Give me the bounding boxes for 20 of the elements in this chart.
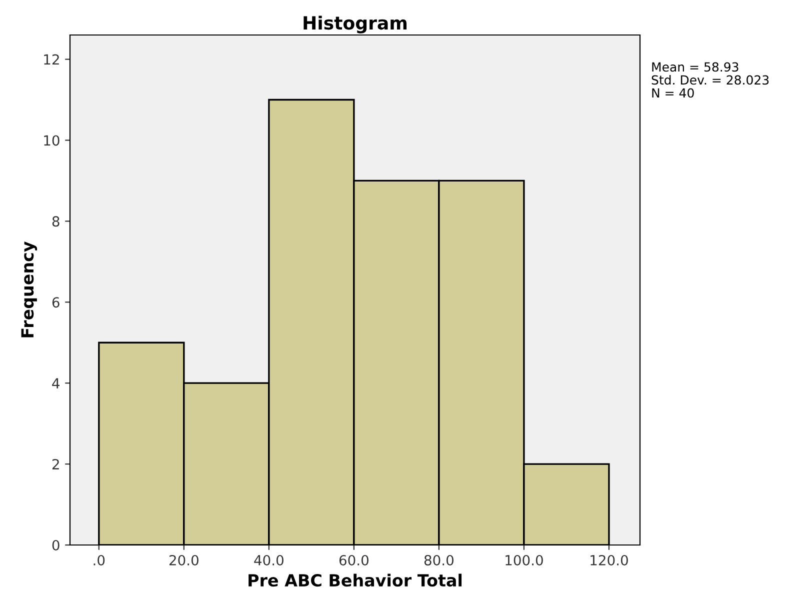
y-tick-label: 0 xyxy=(52,540,60,550)
x-tick-label: 80.0 xyxy=(424,554,454,566)
text: N = 40 xyxy=(652,88,694,98)
y-tick-label: 2 xyxy=(52,459,59,470)
y-axis-title: Frequency xyxy=(21,242,38,338)
y-tick-label: 4 xyxy=(52,378,60,388)
x-tick-label: 40.0 xyxy=(254,554,284,566)
y-tick-label: 8 xyxy=(52,216,60,227)
x-tick-label: .0 xyxy=(94,554,105,566)
x-tick-label: 60.0 xyxy=(339,554,368,566)
y-tick-label: 12 xyxy=(44,54,59,65)
chart-title: Histogram xyxy=(304,16,407,34)
y-tick-label: 6 xyxy=(52,297,60,308)
x-axis-title: Pre ABC Behavior Total xyxy=(248,574,462,587)
x-tick-label: 120.0 xyxy=(590,554,628,566)
text: Std. Dev. = 28.023 xyxy=(652,75,769,85)
x-tick-label: 100.0 xyxy=(506,554,543,566)
text: Mean = 58.93 xyxy=(652,62,738,72)
x-tick-label: 20.0 xyxy=(169,554,198,566)
y-tick-label: 10 xyxy=(44,135,60,146)
